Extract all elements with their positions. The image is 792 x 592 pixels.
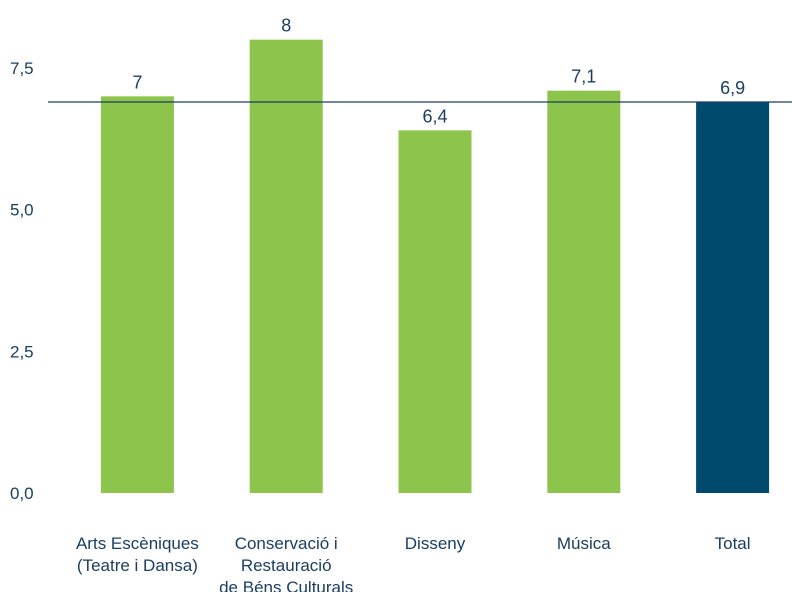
bar bbox=[249, 39, 323, 494]
category-label: de Béns Culturals bbox=[219, 578, 353, 592]
category-label: Arts Escèniques bbox=[76, 534, 199, 553]
y-axis: 0,0 2,5 5,0 7,5 bbox=[10, 59, 34, 503]
category-labels: Arts Escèniques (Teatre i Dansa) Conservac… bbox=[76, 534, 751, 592]
y-tick-label: 0,0 bbox=[10, 484, 34, 503]
category-label: (Teatre i Dansa) bbox=[77, 556, 198, 575]
bar bbox=[547, 90, 621, 494]
category-label: Total bbox=[715, 534, 751, 553]
bar bbox=[100, 96, 174, 493]
data-label: 6,4 bbox=[422, 106, 447, 126]
category-label: Disseny bbox=[405, 534, 466, 553]
bar bbox=[696, 102, 770, 493]
y-tick-label: 5,0 bbox=[10, 201, 34, 220]
data-label: 6,9 bbox=[720, 78, 745, 98]
data-label: 7 bbox=[132, 72, 142, 92]
data-labels: 7 8 6,4 7,1 6,9 bbox=[132, 16, 745, 127]
category-label: Conservació i bbox=[235, 534, 338, 553]
bar bbox=[398, 130, 472, 494]
bars bbox=[100, 39, 770, 494]
category-label: Música bbox=[557, 534, 611, 553]
category-label: Restauració bbox=[241, 556, 332, 575]
y-tick-label: 7,5 bbox=[10, 59, 34, 78]
data-label: 7,1 bbox=[571, 67, 596, 87]
y-tick-label: 2,5 bbox=[10, 342, 34, 361]
data-label: 8 bbox=[281, 16, 291, 36]
